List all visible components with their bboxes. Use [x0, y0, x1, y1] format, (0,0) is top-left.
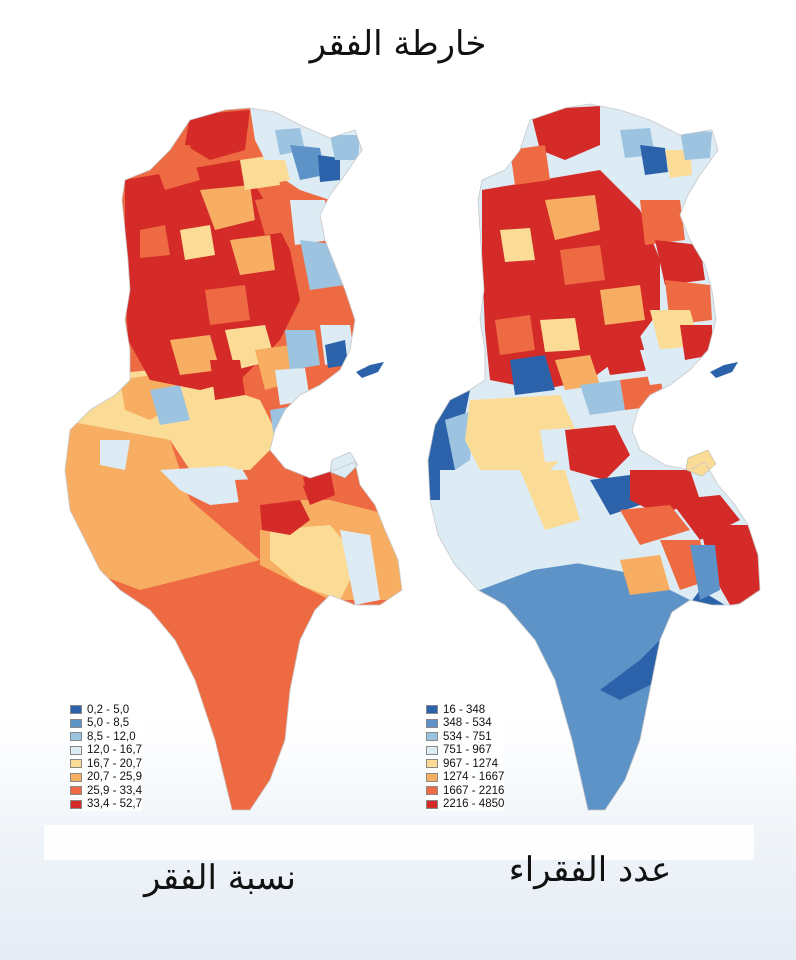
- legend-swatch: [426, 732, 438, 742]
- legend-label: 16 - 348: [443, 703, 486, 716]
- legend-swatch: [426, 718, 438, 728]
- legend-swatch: [70, 718, 82, 728]
- legend-item: 2216 - 4850: [426, 798, 504, 812]
- legend-label: 348 - 534: [443, 717, 492, 730]
- legend-item: 967 - 1274: [426, 757, 504, 771]
- legend-item: 1274 - 1667: [426, 771, 504, 785]
- legend-item: 12,0 - 16,7: [70, 744, 142, 758]
- legend-item: 0,2 - 5,0: [70, 703, 142, 717]
- legend-label: 8,5 - 12,0: [87, 730, 136, 743]
- legend-item: 16 - 348: [426, 703, 504, 717]
- legend-item: 348 - 534: [426, 717, 504, 731]
- legend-swatch: [426, 705, 438, 715]
- legend-label: 12,0 - 16,7: [87, 744, 142, 757]
- caption-poor-count: عدد الفقراء: [508, 850, 672, 890]
- legend-item: 33,4 - 52,7: [70, 798, 142, 812]
- legend-swatch: [70, 732, 82, 742]
- main-title: خارطة الفقر: [309, 24, 487, 64]
- legend-swatch: [70, 786, 82, 796]
- legend-swatch: [426, 745, 438, 755]
- legend-label: 0,2 - 5,0: [87, 703, 130, 716]
- legend-swatch: [426, 772, 438, 782]
- legend-label: 534 - 751: [443, 730, 492, 743]
- legend-item: 5,0 - 8,5: [70, 717, 142, 731]
- legend-item: 8,5 - 12,0: [70, 730, 142, 744]
- legend-swatch: [426, 759, 438, 769]
- legend-item: 751 - 967: [426, 744, 504, 758]
- caption-band: [44, 825, 754, 860]
- legend-swatch: [70, 759, 82, 769]
- legend-label: 20,7 - 25,9: [87, 771, 142, 784]
- legend-poverty-rate: 0,2 - 5,0 5,0 - 8,5 8,5 - 12,0 12,0 - 16,7 1…: [70, 703, 142, 811]
- legend-item: 25,9 - 33,4: [70, 784, 142, 798]
- legend-label: 2216 - 4850: [443, 798, 505, 811]
- legend-label: 25,9 - 33,4: [87, 784, 142, 797]
- legend-item: 1667 - 2216: [426, 784, 504, 798]
- legend-label: 16,7 - 20,7: [87, 757, 142, 770]
- legend-item: 534 - 751: [426, 730, 504, 744]
- legend-label: 33,4 - 52,7: [87, 798, 142, 811]
- legend-label: 967 - 1274: [443, 757, 498, 770]
- legend-swatch: [70, 772, 82, 782]
- legend-label: 1667 - 2216: [443, 784, 505, 797]
- legend-swatch: [70, 705, 82, 715]
- legend-item: 16,7 - 20,7: [70, 757, 142, 771]
- legend-swatch: [70, 745, 82, 755]
- legend-item: 20,7 - 25,9: [70, 771, 142, 785]
- legend-label: 751 - 967: [443, 744, 492, 757]
- legend-swatch: [426, 786, 438, 796]
- legend-swatch: [70, 799, 82, 809]
- legend-label: 1274 - 1667: [443, 771, 505, 784]
- caption-poverty-rate: نسبة الفقر: [143, 858, 297, 898]
- legend-swatch: [426, 799, 438, 809]
- legend-poor-count: 16 - 348 348 - 534 534 - 751 751 - 967 967 -…: [426, 703, 505, 812]
- legend-label: 5,0 - 8,5: [87, 717, 130, 730]
